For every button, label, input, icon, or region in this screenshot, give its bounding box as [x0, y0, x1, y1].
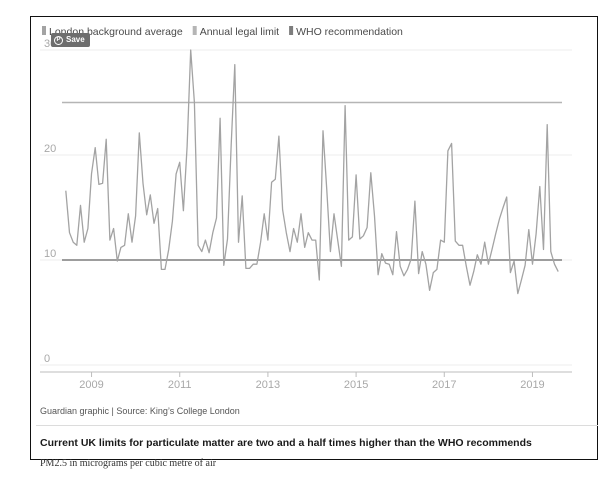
pin-save-label: Save: [66, 35, 85, 44]
x-tick-label: 2015: [344, 379, 368, 391]
pm25-line-chart: 0102030200920112013201520172019London ba…: [40, 26, 572, 391]
chart-headline: Current UK limits for particulate matter…: [40, 437, 532, 449]
pinterest-icon: P: [54, 35, 63, 45]
legend-item-who-recommendation-label: WHO recommendation: [296, 26, 403, 38]
x-tick-label: 2011: [168, 379, 192, 391]
chart-subtitle: PM2.5 in micrograms per cubic metre of a…: [40, 458, 217, 469]
divider: [36, 425, 598, 426]
x-tick-label: 2009: [79, 379, 103, 391]
legend-item-annual-legal-limit-label: Annual legal limit: [200, 26, 279, 38]
legend-item-annual-legal-limit-swatch: [192, 26, 197, 35]
x-tick-label: 2019: [520, 379, 544, 391]
london-background-average-line: [65, 49, 559, 295]
legend-item-who-recommendation-swatch: [289, 26, 294, 35]
y-tick-label: 0: [44, 353, 50, 365]
y-tick-label: 10: [44, 248, 56, 260]
x-tick-label: 2013: [256, 379, 280, 391]
legend-item-london-background-average-swatch: [42, 26, 46, 35]
y-tick-label: 20: [44, 143, 56, 155]
chart-frame: [30, 16, 598, 460]
x-tick-label: 2017: [432, 379, 456, 391]
chart-source-credit: Guardian graphic | Source: King’s Colleg…: [40, 406, 240, 416]
pinterest-save-button[interactable]: P Save: [51, 33, 90, 47]
